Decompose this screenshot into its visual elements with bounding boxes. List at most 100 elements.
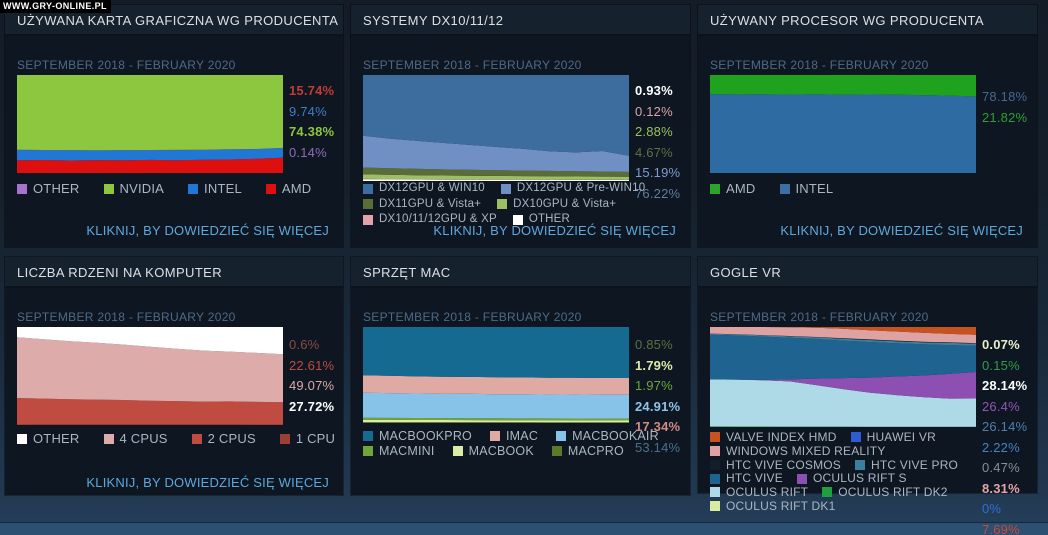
legend-item-intel: INTEL: [188, 181, 242, 196]
legend-label: HTC VIVE PRO: [871, 457, 959, 472]
chart-period-label: SEPTEMBER 2018 - FEBRUARY 2020: [363, 310, 582, 324]
area-series-dx10-11-12gpu-xp: [363, 178, 629, 180]
value-label-oculus-rift-s: 26.4%: [982, 398, 1020, 414]
legend-swatch-icon: [710, 487, 720, 498]
panel-title: LICZBA RDZENI NA KOMPUTER: [17, 265, 223, 280]
area-series-oculus-rift-s: [710, 372, 976, 399]
panel-cpu-manufacturer: UŻYWANY PROCESOR WG PRODUCENTA SEPTEMBER…: [698, 5, 1037, 247]
legend-swatch-icon: [103, 433, 114, 444]
legend-row: OCULUS RIFT OCULUS RIFT DK2: [710, 486, 1031, 500]
value-label-dx12gpu-win10: 76.22%: [635, 185, 681, 201]
legend-label: OCULUS RIFT: [726, 485, 809, 499]
area-series-dx12gpu-pre-win10: [363, 135, 629, 172]
chart-legend: DX12GPU & WIN10 DX12GPU & Pre-WIN10 DX11GP…: [363, 182, 684, 229]
legend-item-windows-mixed-reality: WINDOWS MIXED REALITY: [710, 445, 886, 458]
legend-label: OCULUS RIFT DK2: [838, 485, 948, 499]
legend-item-oculus-rift: OCULUS RIFT: [710, 486, 808, 499]
legend-row: HTC VIVE OCULUS RIFT S: [710, 472, 1031, 486]
legend-item-htc-vive: HTC VIVE: [710, 472, 783, 485]
legend-label: INTEL: [795, 181, 834, 196]
cpu-manufacturer-area-chart: [710, 75, 976, 173]
legend-swatch-icon: [796, 473, 807, 484]
panel-header: SPRZĘT MAC: [351, 257, 690, 288]
legend-label: OTHER: [33, 181, 80, 196]
panel-title: GOGLE VR: [710, 265, 782, 280]
legend-label: DX12GPU & WIN10: [379, 182, 485, 194]
area-series-macbookair: [363, 392, 629, 419]
area-series-oculus-rift-dk2: [710, 426, 976, 427]
value-label-htc-vive: 26.14%: [982, 419, 1028, 434]
legend-label: DX11GPU & Vista+: [379, 197, 482, 210]
chart-legend: AMD INTEL: [710, 181, 1031, 197]
area-series-intel: [17, 148, 283, 161]
cpu-cores-area-chart: [17, 327, 283, 425]
value-label-macmini: 1.97%: [635, 378, 673, 393]
chart-period-label: SEPTEMBER 2018 - FEBRUARY 2020: [363, 58, 582, 72]
area-series-valve-index-hmd: [710, 327, 976, 335]
chart-period-label: SEPTEMBER 2018 - FEBRUARY 2020: [710, 58, 929, 72]
area-series-imac: [363, 375, 629, 395]
value-label-macbookpro: 53.14%: [635, 439, 681, 455]
panel-header: SYSTEMY DX10/11/12: [351, 5, 690, 36]
value-label-nvidia: 74.38%: [289, 124, 335, 139]
legend-row: DX12GPU & WIN10 DX12GPU & Pre-WIN10: [363, 182, 684, 198]
legend-row: OCULUS RIFT DK1: [710, 500, 1031, 514]
legend-item-valve-index-hmd: VALVE INDEX HMD: [710, 431, 837, 444]
legend-item-other: OTHER: [512, 213, 571, 226]
legend-label: 2 CPUS: [207, 431, 256, 446]
area-series-dx12gpu-win10: [363, 75, 629, 156]
legend-row: DX11GPU & Vista+ DX10GPU & Vista+: [363, 198, 684, 214]
legend-row: OTHER NVIDIA INTEL AMD: [17, 181, 337, 197]
value-label-dx11gpu-vista: 4.67%: [635, 144, 673, 160]
more-info-link[interactable]: KLIKNIJ, BY DOWIEDZIEĆ SIĘ WIĘCEJ: [433, 223, 676, 238]
legend-label: 1 CPU: [295, 431, 336, 446]
panel-mac-hardware: SPRZĘT MAC SEPTEMBER 2018 - FEBRUARY 202…: [351, 257, 690, 495]
legend-label: AMD: [281, 181, 312, 196]
legend-label: 4 CPUS: [119, 431, 168, 446]
legend-swatch-icon: [497, 199, 508, 209]
value-label-valve-index-hmd: 7.69%: [982, 521, 1020, 535]
legend-label: INTEL: [204, 181, 242, 196]
legend-swatch-icon: [363, 199, 373, 209]
legend-row: HTC VIVE COSMOS HTC VIVE PRO: [710, 457, 1031, 473]
legend-item-4-cpus: 4 CPUS: [103, 431, 168, 446]
area-series-4-cpus: [17, 337, 283, 403]
legend-swatch-icon: [551, 446, 562, 456]
legend-row: AMD INTEL: [710, 181, 1031, 197]
legend-item-macmini: MACMINI: [363, 444, 435, 458]
legend-swatch-icon: [191, 433, 202, 444]
more-info-link[interactable]: KLIKNIJ, BY DOWIEDZIEĆ SIĘ WIĘCEJ: [86, 223, 329, 238]
value-label-dx10-11-12gpu-xp: 0.12%: [635, 103, 673, 119]
legend-item-htc-vive-cosmos: HTC VIVE COSMOS: [710, 458, 841, 472]
bottom-bar: [0, 522, 1048, 535]
area-series-dx10gpu-vista: [363, 174, 629, 180]
value-label-htc-vive-cosmos: 0.47%: [982, 460, 1020, 475]
area-series-htc-vive-cosmos: [710, 333, 976, 344]
legend-label: OTHER: [528, 213, 571, 225]
legend-swatch-icon: [103, 183, 114, 194]
panel-header: LICZBA RDZENI NA KOMPUTER: [5, 257, 343, 288]
area-series-macbookpro: [363, 327, 629, 378]
more-info-link[interactable]: KLIKNIJ, BY DOWIEDZIEĆ SIĘ WIĘCEJ: [780, 223, 1023, 238]
area-series-amd: [710, 75, 976, 97]
value-label-htc-vive-pro: 2.22%: [982, 439, 1020, 455]
value-label-oculus-rift-dk2: 0.15%: [982, 357, 1020, 373]
legend-label: HTC VIVE: [726, 471, 783, 486]
legend-item-amd: AMD: [710, 181, 756, 196]
value-label-4-cpus: 49.07%: [289, 378, 335, 393]
chart-period-label: SEPTEMBER 2018 - FEBRUARY 2020: [710, 310, 929, 324]
value-label-intel: 78.18%: [982, 89, 1028, 104]
legend-swatch-icon: [710, 446, 720, 456]
value-label-windows-mixed-reality: 8.31%: [982, 480, 1020, 496]
legend-swatch-icon: [710, 459, 720, 470]
legend-row: MACMINI MACBOOK MACPRO: [363, 444, 684, 459]
panel-gpu-manufacturer: UŻYWANA KARTA GRAFICZNA WG PRODUCENTA SE…: [5, 5, 343, 247]
legend-swatch-icon: [779, 183, 790, 194]
chart-legend: OTHER NVIDIA INTEL AMD: [17, 181, 337, 197]
value-label-amd: 15.74%: [289, 83, 335, 98]
legend-item-2-cpus: 2 CPUS: [191, 431, 256, 446]
vr-headsets-area-chart: [710, 327, 976, 427]
more-info-link[interactable]: KLIKNIJ, BY DOWIEDZIEĆ SIĘ WIĘCEJ: [86, 475, 329, 490]
legend-item-1-cpu: 1 CPU: [279, 431, 336, 446]
value-label-dx10gpu-vista: 2.88%: [635, 124, 673, 139]
